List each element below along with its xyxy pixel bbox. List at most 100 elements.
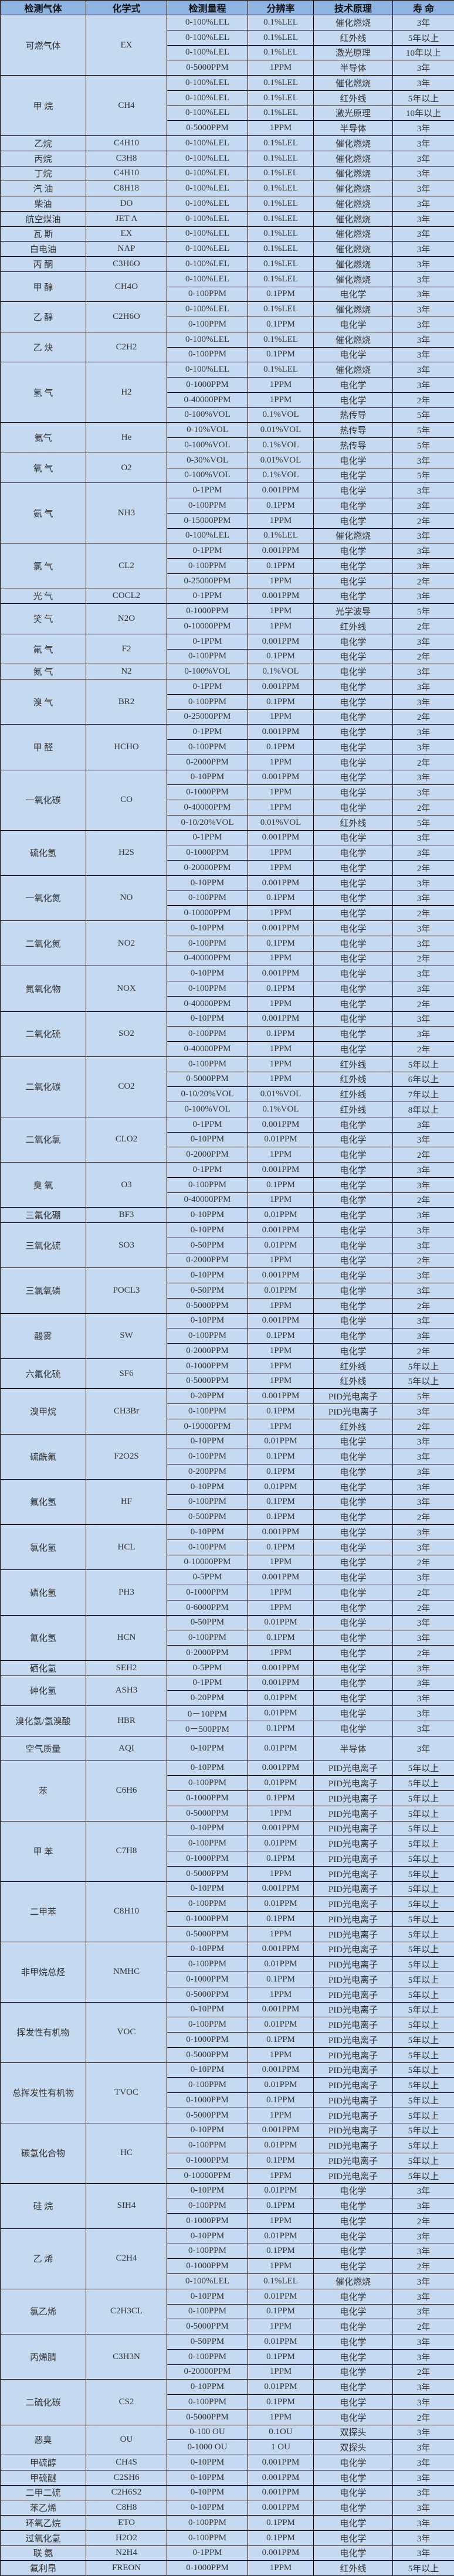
resolution-cell: 1PPM (248, 784, 314, 800)
formula-cell: NOX (86, 966, 167, 1012)
lifetime-cell: 2年 (392, 1192, 454, 1208)
resolution-cell: 1PPM (248, 618, 314, 634)
table-row: 0-100PPM 0.01PPM PID光电离子 5年以上 (1, 1896, 454, 1912)
table-row: 0-2000PPM 1PPM 电化学 2年 (1, 1147, 454, 1163)
lifetime-cell: 2年 (392, 800, 454, 815)
lifetime-cell: 3年 (392, 1162, 454, 1178)
lifetime-cell: 3年 (392, 1735, 454, 1761)
resolution-cell: 0.001PPM (248, 1313, 314, 1329)
resolution-cell: 0.1%LEL (248, 226, 314, 242)
table-row: 0-10/20%VOL 0.01%VOL 红外线 7年以上 (1, 1086, 454, 1102)
table-row: 0-5000PPM 1PPM PID光电离子 5年以上 (1, 2107, 454, 2123)
range-cell: 0-10000PPM (167, 618, 248, 634)
lifetime-cell: 5年以上 (392, 1373, 454, 1389)
table-row: 甲 烷 CH4 0-100%LEL 0.1%LEL 催化燃烧 3年 (0, 75, 454, 136)
principle-cell: 红外线 (313, 90, 393, 106)
resolution-cell: 1PPM (248, 120, 314, 136)
table-row: 0-1000PPM 0.1PPM PID光电离子 5年以上 (1, 2153, 454, 2169)
lifetime-cell: 2年 (392, 1041, 454, 1057)
gas-name-cell: 臭 氧 (0, 1161, 86, 1208)
resolution-cell: 0.001PPM (248, 588, 314, 604)
gas-name-cell: 非甲烷总烃 (0, 1941, 86, 2003)
range-cell: 0-5000PPM (167, 1071, 248, 1088)
table-row: 丙 酮 C3H6O 0-100%LEL 0.1%LEL 催化燃烧 3年 (0, 256, 454, 272)
resolution-cell: 0.1PPM (248, 1790, 314, 1806)
gas-name-cell: 氰化氢 (0, 1615, 86, 1661)
principle-cell: 电化学 (313, 1116, 393, 1133)
resolution-cell: 0.1PPM (248, 2394, 314, 2410)
table-row: 0-6000PPM 1PPM 电化学 2年 (1, 1599, 454, 1616)
table-row: 0-100PPM 0.1PPM 电化学 3年 (1, 346, 454, 363)
principle-cell: 电化学 (313, 2243, 393, 2259)
range-cell: 0-10/20%VOL (167, 814, 248, 831)
lifetime-cell: 3年 (392, 181, 454, 196)
range-cell: 0-100%LEL (167, 331, 248, 348)
lifetime-cell: 2年 (392, 1599, 454, 1616)
resolution-cell: 0.1%LEL (248, 90, 314, 106)
lifetime-cell: 3年 (392, 1283, 454, 1299)
principle-cell: 双探头 (313, 2439, 393, 2455)
table-row: 0-100PPM 0.01PPM PID光电离子 5年以上 (1, 1956, 454, 1972)
gas-name-cell: 光 气 (0, 588, 86, 604)
lifetime-cell: 3年 (392, 558, 454, 574)
formula-cell: C6H6 (86, 1760, 167, 1821)
range-cell: 0-100%LEL (167, 241, 248, 257)
lifetime-cell: 2年 (392, 1554, 454, 1571)
resolution-cell: 1PPM (248, 2107, 314, 2123)
table-row: 0-100PPM 0.1PPM 电化学 3年 (1, 1494, 454, 1510)
gas-name-cell: 挥发性有机物 (0, 2001, 86, 2063)
table-row: 二氧化碳 CO2 0-100PPM 1PPM 红外线 5年以上 (0, 1056, 454, 1117)
range-cell: 0-100PPM (167, 2303, 248, 2320)
resolution-cell: 1PPM (248, 1554, 314, 1571)
range-cell: 0-2000PPM (167, 754, 248, 770)
principle-cell: 电化学 (313, 1645, 393, 1661)
lifetime-cell: 3年 (392, 1660, 454, 1676)
range-cell: 0-5000PPM (167, 1805, 248, 1821)
resolution-cell: 0.01PPM (248, 1956, 314, 1972)
principle-cell: 电化学 (313, 1207, 393, 1223)
table-row: 苯乙烯 C8H8 0-10PPM 0.001PPM 电化学 3年 (0, 2500, 454, 2516)
principle-cell: 电化学 (313, 860, 393, 876)
range-cell: 0-50PPM (167, 1615, 248, 1631)
lifetime-cell: 3年 (392, 664, 454, 679)
principle-cell: 红外线 (313, 1056, 393, 1072)
range-cell: 0-5000PPM (167, 1865, 248, 1882)
range-cell: 0-1000 OU (167, 2439, 248, 2455)
resolution-cell: 0.01PPM (248, 2017, 314, 2033)
gas-name-cell: 碳氢化合物 (0, 2122, 86, 2184)
principle-cell: 电化学 (313, 1252, 393, 1269)
range-cell: 0-100PPM (167, 286, 248, 303)
range-cell: 0-20000PPM (167, 2364, 248, 2380)
formula-cell: SW (86, 1313, 167, 1359)
range-cell: 0-5000PPM (167, 1926, 248, 1942)
lifetime-cell: 3年 (392, 1539, 454, 1555)
range-cell: 0-10PPM (167, 2228, 248, 2244)
resolution-cell: 0.1PPM (248, 890, 314, 906)
range-cell: 0-100%LEL (167, 226, 248, 242)
resolution-cell: 0.1%LEL (248, 362, 314, 378)
resolution-cell: 0.1PPM (248, 1177, 314, 1193)
principle-cell: 电化学 (313, 377, 393, 393)
lifetime-cell: 3年 (392, 271, 454, 287)
lifetime-cell: 2年 (392, 1147, 454, 1163)
principle-cell: 光学波导 (313, 603, 393, 619)
principle-cell: 电化学 (313, 1297, 393, 1314)
gas-name-cell: 硫酰氟 (0, 1433, 86, 1480)
table-row: 硒化氢 SEH2 0-5PPM 0.001PPM 电化学 3年 (0, 1660, 454, 1676)
lifetime-cell: 3年 (392, 1222, 454, 1238)
lifetime-cell: 3年 (392, 2183, 454, 2199)
resolution-cell: 0.001PPM (248, 2001, 314, 2018)
formula-cell: H2O2 (86, 2530, 167, 2546)
resolution-cell: 0.001PPM (248, 1524, 314, 1540)
range-cell: 0-5PPM (167, 1569, 248, 1585)
lifetime-cell: 5年以上 (392, 1881, 454, 1897)
table-row: 0-10/20%VOL 0.01%VOL 红外线 5年 (1, 814, 454, 831)
principle-cell: 电化学 (313, 694, 393, 710)
principle-cell: PID光电离子 (313, 1403, 393, 1419)
formula-cell: C7H8 (86, 1820, 167, 1882)
formula-cell: O3 (86, 1161, 167, 1208)
table-row: 柴油 DO 0-100%LEL 0.1%LEL 催化燃烧 3年 (0, 196, 454, 212)
formula-cell: C8H8 (86, 2500, 167, 2516)
principle-cell: 红外线 (313, 814, 393, 831)
range-cell: 0-100PPM (167, 1956, 248, 1972)
